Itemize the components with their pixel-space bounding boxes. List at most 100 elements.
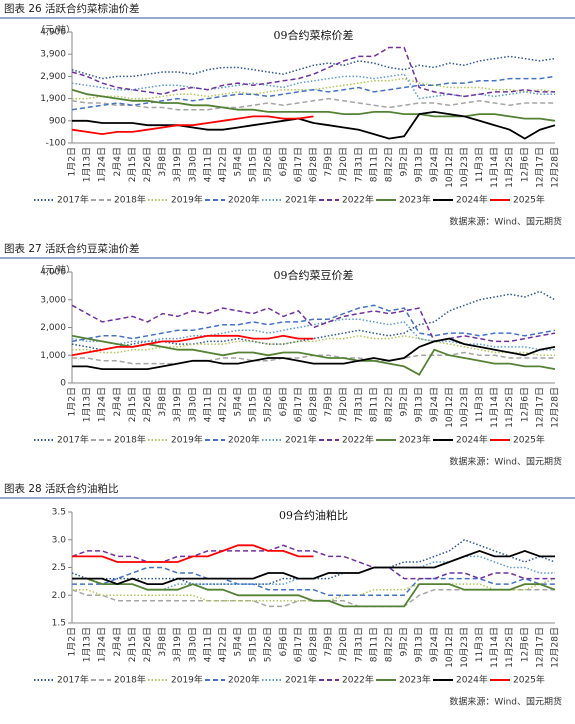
x-tick-label: 1月13日 — [82, 147, 93, 182]
chart-title: 09合约菜豆价差 — [274, 268, 354, 282]
series-line — [72, 337, 556, 370]
x-tick-label: 10月23日 — [459, 627, 470, 668]
series-line — [72, 549, 555, 586]
chart-title: 09合约菜棕价差 — [274, 28, 354, 42]
x-tick-label: 9月24日 — [429, 147, 440, 182]
x-tick-label: 4月22日 — [217, 627, 228, 662]
series-line — [72, 566, 555, 597]
x-tick-label: 12月6日 — [519, 147, 530, 182]
x-tick-label: 3月8日 — [157, 387, 168, 416]
legend-label: 2019年 — [171, 434, 203, 446]
chart-title: 09合约油粕比 — [279, 508, 348, 522]
source-note: 数据来源：Wind、国元期货 — [449, 456, 562, 468]
y-tick-label: 4,900 — [40, 28, 66, 38]
x-tick-label: 4月11日 — [202, 147, 213, 182]
x-tick-label: 10月12日 — [444, 387, 455, 428]
x-tick-label: 2月26日 — [142, 147, 153, 182]
x-tick-label: 6月17日 — [293, 387, 304, 422]
x-tick-label: 10月12日 — [444, 627, 455, 668]
x-tick-label: 3月19日 — [172, 387, 183, 422]
legend-label: 2022年 — [342, 434, 374, 446]
x-tick-label: 5月26日 — [263, 627, 274, 662]
unit-label: （元/吨） — [36, 24, 75, 36]
unit-label: （元/吨） — [36, 264, 75, 276]
x-tick-label: 11月25日 — [504, 627, 515, 668]
x-tick-label: 2月26日 — [142, 627, 153, 662]
legend-label: 2021年 — [285, 194, 317, 206]
x-tick-label: 7月31日 — [353, 627, 364, 662]
legend-label: 2018年 — [114, 194, 146, 206]
x-tick-label: 11月3日 — [474, 147, 485, 182]
x-tick-label: 7月9日 — [323, 627, 334, 656]
x-tick-label: 5月26日 — [263, 387, 274, 422]
x-tick-label: 4月22日 — [217, 147, 228, 182]
x-tick-label: 11月14日 — [489, 147, 500, 188]
series-line — [71, 334, 314, 357]
x-tick-label: 9月13日 — [414, 387, 425, 422]
x-tick-label: 6月28日 — [308, 387, 319, 422]
x-tick-label: 6月6日 — [278, 147, 289, 176]
x-tick-label: 8月11日 — [368, 387, 379, 422]
y-tick-label: 1,000 — [40, 351, 66, 361]
legend-label: 2019年 — [171, 674, 203, 686]
legend-label: 2025年 — [513, 434, 545, 446]
x-tick-label: 5月15日 — [248, 387, 259, 422]
legend-label: 2024年 — [456, 674, 488, 686]
x-tick-label: 10月23日 — [459, 387, 470, 428]
series-line — [72, 335, 555, 357]
x-tick-label: 9月2日 — [399, 387, 410, 416]
x-tick-label: 5月15日 — [248, 147, 259, 182]
legend-label: 2018年 — [114, 674, 146, 686]
x-tick-label: 1月2日 — [67, 147, 78, 176]
y-tick-label: 3,900 — [40, 50, 66, 60]
y-tick-label: 2,900 — [40, 72, 66, 82]
legend-label: 2023年 — [399, 434, 431, 446]
x-tick-label: 2月15日 — [127, 627, 138, 662]
legend-label: 2022年 — [342, 674, 374, 686]
x-tick-label: 7月20日 — [338, 147, 349, 182]
x-tick-label: 11月25日 — [504, 147, 515, 188]
x-tick-label: 6月17日 — [293, 147, 304, 182]
x-tick-label: 1月2日 — [67, 627, 78, 656]
series-line — [71, 290, 556, 351]
series-line — [71, 73, 555, 100]
series-line — [72, 544, 314, 563]
x-tick-label: 5月4日 — [233, 147, 244, 176]
x-tick-label: 5月15日 — [248, 627, 259, 662]
x-tick-label: 3月30日 — [187, 387, 198, 422]
x-tick-label: 6月28日 — [308, 147, 319, 182]
x-tick-label: 11月14日 — [489, 627, 500, 668]
y-tick-label: 3,000 — [40, 295, 66, 305]
y-tick-label: 900 — [49, 116, 66, 126]
x-tick-label: 7月31日 — [353, 147, 364, 182]
x-tick-label: 1月13日 — [82, 387, 93, 422]
x-tick-label: 12月6日 — [519, 387, 530, 422]
legend-label: 2021年 — [285, 434, 317, 446]
x-tick-label: 2月4日 — [112, 627, 123, 656]
y-tick-label: 0 — [60, 379, 66, 389]
series-line — [71, 538, 556, 585]
x-tick-label: 7月20日 — [338, 387, 349, 422]
legend-label: 2018年 — [114, 434, 146, 446]
x-tick-label: 3月8日 — [157, 147, 168, 176]
legend-label: 2024年 — [456, 194, 488, 206]
caption: 图表 26 活跃合约菜棕油价差 — [4, 2, 140, 15]
x-tick-label: 3月30日 — [187, 627, 198, 662]
series-line — [72, 77, 556, 100]
x-tick-label: 6月17日 — [293, 627, 304, 662]
x-tick-label: 9月2日 — [399, 627, 410, 656]
caption: 图表 27 活跃合约豆菜油价差 — [4, 242, 140, 255]
x-tick-label: 12月28日 — [550, 147, 561, 188]
series-line — [71, 588, 555, 608]
x-tick-label: 12月17日 — [534, 147, 545, 188]
x-tick-label: 9月2日 — [399, 147, 410, 176]
x-tick-label: 9月24日 — [429, 627, 440, 662]
y-tick-label: 3.0 — [52, 535, 67, 545]
legend-label: 2023年 — [399, 194, 431, 206]
legend-label: 2017年 — [57, 194, 89, 206]
legend-label: 2023年 — [399, 674, 431, 686]
y-tick-label: 4,000 — [40, 268, 66, 278]
x-tick-label: 8月22日 — [383, 387, 394, 422]
source-note: 数据来源：Wind、国元期货 — [449, 696, 562, 708]
x-tick-label: 6月6日 — [278, 387, 289, 416]
